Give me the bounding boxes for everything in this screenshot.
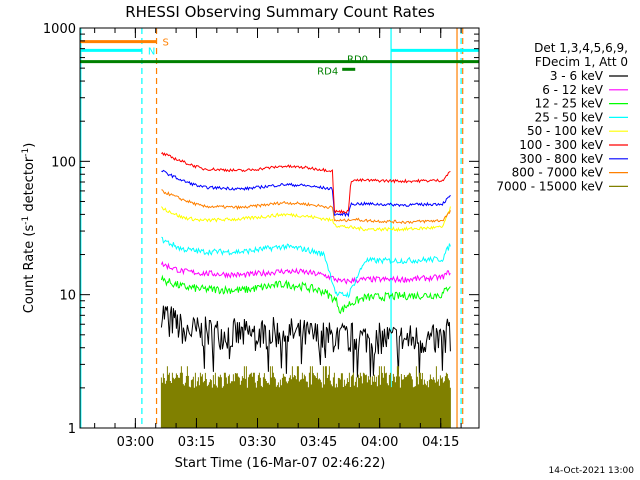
legend-label-4: 25 - 50 keV [535,110,604,124]
legend-label-7: 300 - 800 keV [519,152,603,166]
series-line-8 [161,189,451,225]
y-axis-title-part-1: Count Rate (s [22,225,37,314]
legend-label-8: 800 - 7000 keV [512,166,604,180]
x-tick-label-6: 04:15 [422,435,459,450]
x-tick-label-3: 03:30 [239,435,276,450]
y-axis-title-part-3: ) [22,143,37,148]
y-axis-title-sup-2: -1 [21,148,31,157]
y-axis-title-sup-1: -1 [21,216,31,225]
y-tick-label-2: 10 [59,289,76,304]
legend: Det 1,3,4,5,6,9, FDecim 1, Att 0 3 - 6 k… [496,41,628,193]
y-axis: 1 10 100 1000 [43,22,479,437]
x-tick-label-1: 03:00 [117,435,154,450]
series-line-2 [160,260,451,285]
series-line-3 [160,274,451,315]
x-tick-label-5: 04:00 [361,435,398,450]
timestamp: 14-Oct-2021 13:00 [549,466,635,476]
series-line-4 [161,236,451,299]
chart-title: RHESSI Observing Summary Count Rates [125,3,435,21]
y-tick-label-1: 1 [68,422,76,437]
x-tick-label-4: 03:45 [300,435,337,450]
legend-label-9: 7000 - 15000 keV [496,179,603,193]
series-line-7000-15000-kev [160,366,451,428]
series-7000-15000-kev [160,366,451,428]
flag-label-s: S [163,38,169,49]
series-line-1 [160,305,451,378]
plot-area: SN RD0 RD4 [79,27,480,429]
legend-header-line-2: FDecim 1, Att 0 [535,55,628,69]
x-axis-title: Start Time (16-Mar-07 02:46:22) [175,456,386,471]
y-tick-label-4: 1000 [43,22,76,37]
y-axis-title-part-2: detector [22,156,37,216]
flag-label-n: N [148,46,155,57]
legend-label-3: 12 - 25 keV [535,97,604,111]
series-line-5 [161,206,451,233]
flag-label-rd0: RD0 [347,55,368,66]
y-tick-label-3: 100 [51,155,76,170]
x-tick-label-2: 03:15 [178,435,215,450]
legend-header-line-1: Det 1,3,4,5,6,9, [534,41,628,55]
x-axis: 03:00 03:15 03:30 03:45 04:00 04:15 [94,28,462,450]
plot-frame [79,27,480,429]
legend-label-6: 100 - 300 keV [519,138,603,152]
series-line-6 [161,151,451,215]
y-axis-title: Count Rate (s-1 detector-1) [21,143,37,314]
legend-label-2: 6 - 12 keV [542,83,604,97]
legend-label-5: 50 - 100 keV [527,124,604,138]
legend-label-1: 3 - 6 keV [550,69,604,83]
flag-label-rd4: RD4 [317,66,338,77]
series-line-7 [161,169,451,218]
